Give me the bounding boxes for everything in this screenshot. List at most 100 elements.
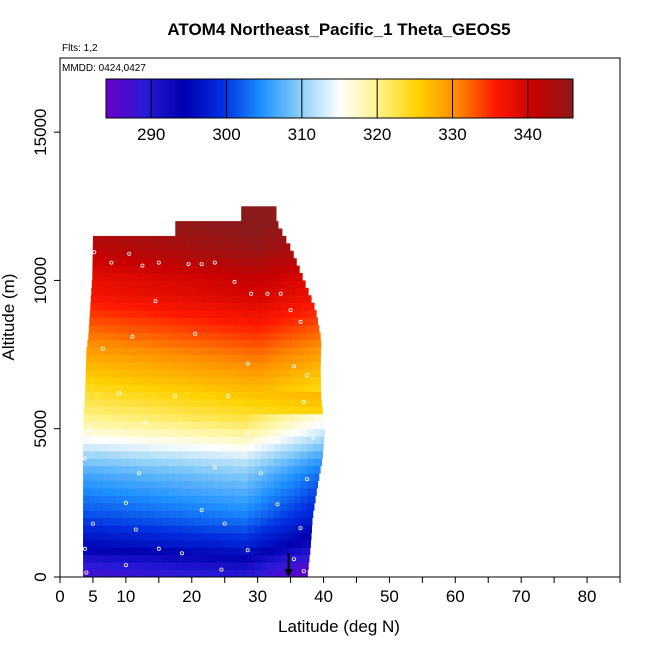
heatmap-cell (112, 243, 120, 252)
heatmap-cell (85, 361, 93, 370)
heatmap-cell (175, 510, 183, 519)
heatmap-cell (274, 458, 282, 467)
sample-point (83, 546, 88, 551)
heatmap-cell (201, 510, 209, 519)
heatmap-cell (280, 539, 288, 548)
heatmap-cell (135, 480, 143, 489)
heatmap-cell (233, 324, 241, 333)
heatmap-cell (198, 235, 206, 244)
heatmap-cell (181, 324, 189, 333)
heatmap-cell (142, 562, 150, 570)
heatmap-cell (290, 347, 298, 355)
sample-point (83, 456, 88, 461)
heatmap-cell (106, 347, 114, 355)
heatmap-cell (135, 539, 143, 548)
heatmap-cell (102, 450, 110, 459)
heatmap-cell (307, 465, 315, 474)
heatmap-cell (124, 280, 132, 289)
heatmap-cell (201, 532, 209, 541)
sample-point (298, 319, 303, 324)
heatmap-cell (302, 287, 309, 296)
heatmap-cell (175, 495, 183, 504)
heatmap-cell (92, 235, 100, 244)
heatmap-cell (221, 495, 229, 504)
heatmap-cell (313, 436, 321, 444)
heatmap-cell (117, 391, 125, 400)
heatmap-cell (287, 458, 295, 467)
heatmap-cell (164, 273, 172, 281)
heatmap-cell (123, 295, 131, 304)
heatmap-cell (175, 554, 183, 563)
heatmap-cell (175, 562, 183, 570)
heatmap-cell (235, 406, 243, 415)
heatmap-cell (287, 413, 295, 422)
heatmap-cell (307, 539, 311, 548)
heatmap-cell (300, 450, 308, 459)
heatmap-cell (251, 235, 259, 244)
heatmap-cell (268, 295, 276, 304)
heatmap-cell (274, 206, 277, 215)
heatmap-cell (181, 458, 189, 467)
heatmap-cell (317, 339, 322, 348)
heatmap-cell (195, 458, 203, 467)
heatmap-cell (89, 510, 97, 519)
heatmap-cell (189, 302, 197, 311)
heatmap-cell (148, 517, 156, 526)
heatmap-cell (244, 361, 252, 370)
heatmap-cell (150, 287, 158, 296)
heatmap-cell (247, 317, 255, 326)
heatmap-cell (116, 569, 123, 578)
heatmap-cell (234, 488, 242, 496)
heatmap-cell (181, 532, 189, 541)
heatmap-cell (302, 376, 310, 385)
heatmap-cell (279, 332, 287, 341)
heatmap-cell (231, 243, 239, 252)
heatmap-cell (243, 369, 251, 378)
heatmap-cell (108, 324, 116, 333)
heatmap-cell (211, 361, 219, 370)
heatmap-cell (270, 265, 278, 274)
heatmap-cell (269, 399, 276, 407)
heatmap-cell (208, 221, 216, 229)
heatmap-cell (260, 436, 268, 444)
heatmap-cell (195, 502, 203, 511)
heatmap-cell (308, 406, 316, 415)
heatmap-cell (129, 539, 137, 548)
heatmap-cell (253, 332, 261, 341)
heatmap-cell (280, 510, 288, 519)
heatmap-cell (132, 354, 140, 363)
heatmap-cell (83, 413, 91, 422)
heatmap-cell (187, 332, 195, 341)
sample-point (153, 299, 158, 304)
heatmap-cell (241, 310, 249, 318)
heatmap-cell (310, 354, 318, 363)
heatmap-cell (293, 465, 301, 474)
heatmap-cell (85, 376, 93, 385)
sample-point (275, 502, 280, 507)
heatmap-cell (260, 324, 268, 333)
heatmap-cell (201, 473, 209, 482)
heatmap-cell (122, 317, 130, 326)
heatmap-cell (98, 376, 106, 385)
heatmap-cell (124, 399, 132, 407)
heatmap-cell (188, 436, 196, 444)
heatmap-cell (143, 295, 151, 304)
heatmap-cell (214, 488, 222, 496)
heatmap-cell (250, 361, 258, 370)
heatmap-cell (284, 339, 292, 348)
heatmap-cell (267, 443, 275, 452)
heatmap-cell (277, 243, 285, 252)
heatmap-cell (267, 488, 275, 496)
heatmap-cell (307, 532, 312, 541)
heatmap-cell (110, 399, 118, 407)
heatmap-cell (230, 265, 238, 274)
heatmap-cell (242, 399, 250, 407)
heatmap-cell (148, 436, 156, 444)
heatmap-cell (144, 391, 152, 400)
heatmap-cell (168, 488, 176, 496)
heatmap-cell (262, 287, 270, 296)
heatmap-cell (201, 539, 209, 548)
heatmap-cell (105, 258, 113, 266)
heatmap-cell (208, 554, 216, 563)
heatmap-cell (204, 376, 212, 385)
